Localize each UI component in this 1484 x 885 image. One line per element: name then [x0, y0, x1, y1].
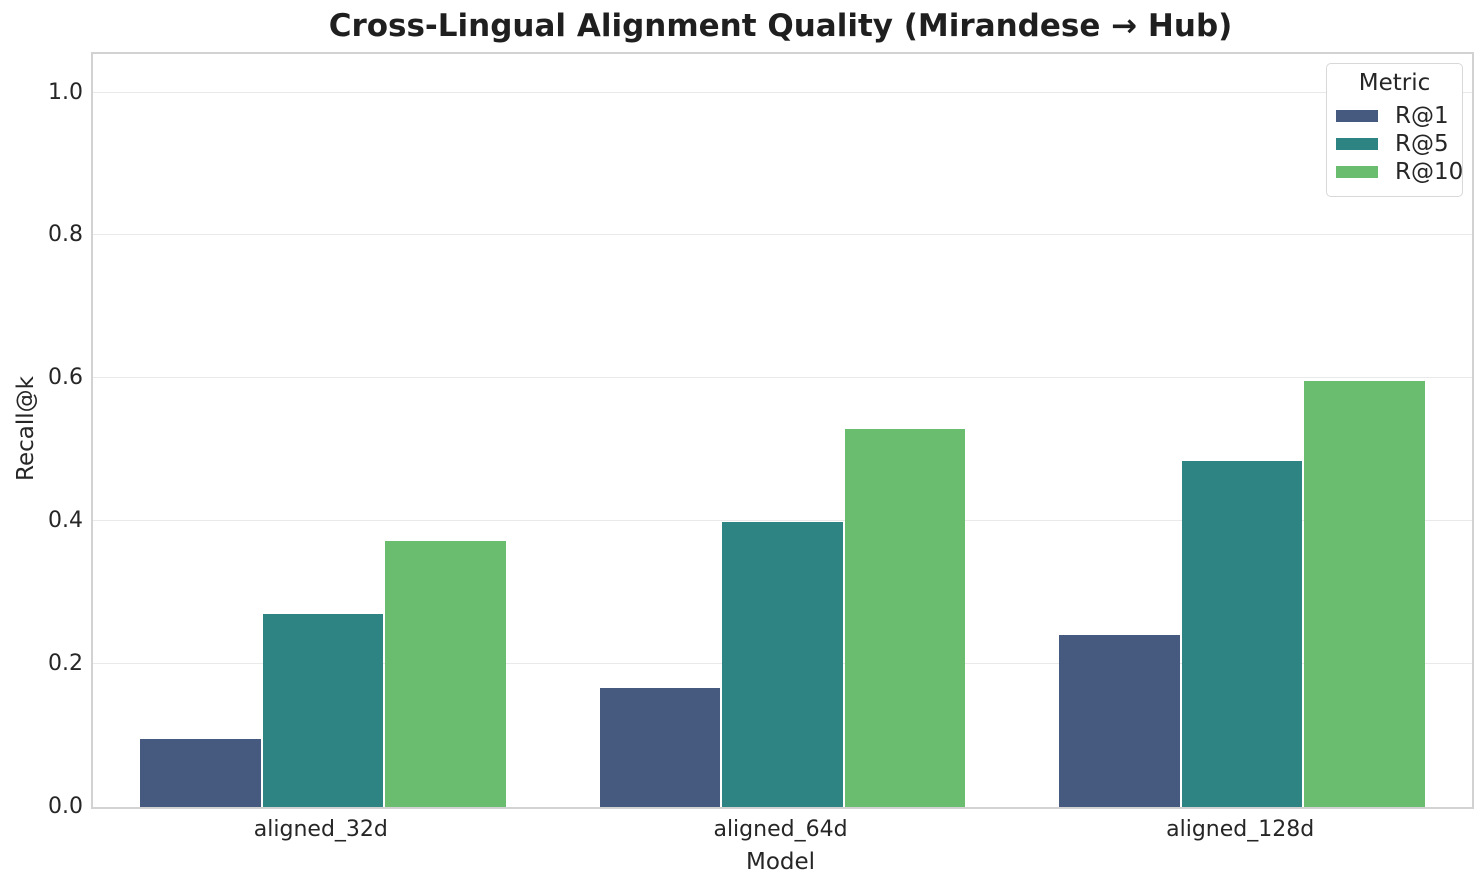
gridline [93, 91, 1472, 93]
legend-swatch-icon [1336, 110, 1378, 122]
bar-aligned_64d-R@1 [599, 688, 721, 807]
y-tick-label: 1.0 [48, 79, 83, 105]
legend-entries: R@1 R@5 R@10 [1327, 102, 1464, 186]
x-axis-ticks: aligned_32d aligned_64d aligned_128d [91, 809, 1470, 849]
bar-aligned_128d-R@5 [1181, 460, 1303, 807]
bar-aligned_32d-R@5 [262, 614, 384, 807]
gridline [93, 377, 1472, 379]
legend-entry-R@1: R@1 [1327, 102, 1462, 130]
legend-swatch-icon [1336, 138, 1378, 150]
legend: Metric R@1 R@5 R@10 [1326, 63, 1463, 197]
y-tick-label: 0.8 [48, 222, 83, 248]
bar-aligned_128d-R@1 [1059, 634, 1180, 807]
bar-aligned_128d-R@10 [1304, 381, 1426, 807]
x-axis-label: Model [745, 849, 816, 875]
x-tick-label-aligned_64d: aligned_64d [713, 817, 848, 842]
y-tick-label: 0.6 [48, 365, 83, 391]
bar-aligned_32d-R@1 [139, 739, 261, 807]
legend-entry-R@5: R@5 [1327, 130, 1462, 158]
gridline [93, 234, 1472, 236]
legend-title: Metric [1358, 70, 1431, 96]
bar-aligned_64d-R@10 [844, 429, 966, 807]
chart-title: Cross-Lingual Alignment Quality (Mirande… [328, 8, 1233, 44]
legend-label: R@1 [1395, 103, 1449, 129]
plot-area: Metric R@1 R@5 R@10 [91, 52, 1474, 809]
bar-aligned_32d-R@10 [385, 540, 506, 807]
bar-aligned_64d-R@5 [722, 521, 843, 807]
x-tick-label-aligned_128d: aligned_128d [1166, 817, 1315, 842]
x-tick-label-aligned_32d: aligned_32d [253, 817, 388, 842]
y-tick-label: 0.0 [48, 794, 83, 819]
legend-label: R@5 [1395, 131, 1449, 157]
gridline [93, 520, 1472, 522]
legend-label: R@10 [1395, 159, 1464, 185]
y-axis-ticks: 0.0 0.2 0.4 0.6 0.8 1.0 [0, 52, 83, 819]
legend-swatch-icon [1336, 166, 1378, 178]
legend-entry-R@10: R@10 [1327, 158, 1464, 186]
y-tick-label: 0.4 [48, 508, 83, 534]
y-tick-label: 0.2 [48, 651, 83, 677]
